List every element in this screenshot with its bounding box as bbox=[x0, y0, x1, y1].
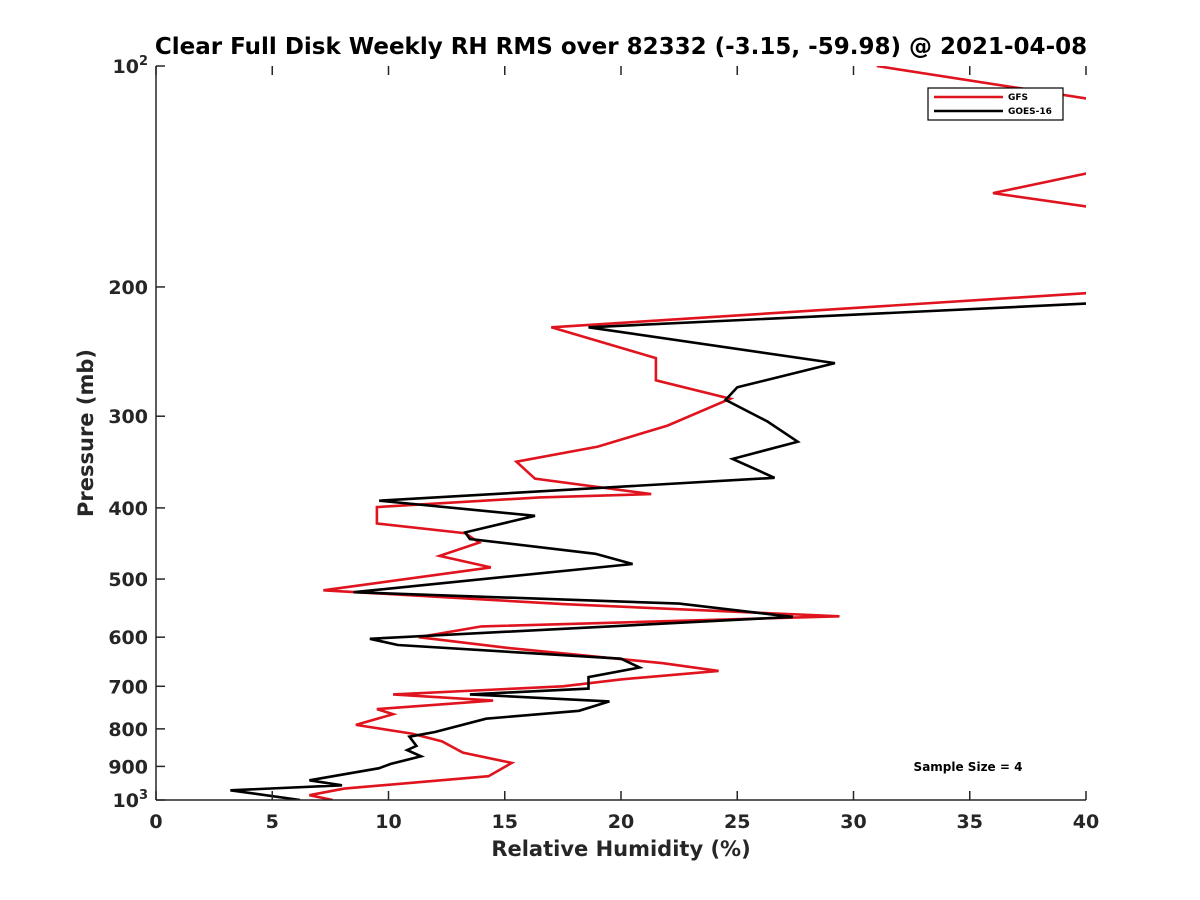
x-tick-label: 5 bbox=[266, 811, 279, 833]
sample-size-annotation: Sample Size = 4 bbox=[914, 760, 1023, 774]
x-ticks: 0 5 10 15 20 25 30 35 40 bbox=[149, 66, 1099, 833]
y-tick-label: 800 bbox=[108, 719, 148, 741]
y-tick-label: 300 bbox=[108, 406, 148, 428]
series-layer bbox=[230, 66, 1086, 800]
y-tick-label: 500 bbox=[108, 569, 148, 591]
legend-label-goes16: GOES-16 bbox=[1008, 107, 1052, 117]
y-ticks: 102 200 300 400 500 600 700 800 900 103 bbox=[108, 54, 165, 812]
x-tick-label: 0 bbox=[149, 811, 162, 833]
y-tick-label: 102 bbox=[113, 54, 149, 78]
y-axis-label: Pressure (mb) bbox=[74, 349, 98, 517]
series-line-gfs-2 bbox=[309, 291, 1086, 800]
x-tick-label: 30 bbox=[840, 811, 866, 833]
series-line-gfs-0 bbox=[876, 66, 1086, 100]
legend-box bbox=[927, 87, 1064, 121]
chart-title: Clear Full Disk Weekly RH RMS over 82332… bbox=[155, 34, 1087, 60]
x-tick-label: 10 bbox=[375, 811, 401, 833]
x-tick-label: 15 bbox=[492, 811, 518, 833]
legend: GFS GOES-16 bbox=[927, 87, 1064, 121]
x-tick-label: 35 bbox=[957, 811, 983, 833]
series-line-goes16-0 bbox=[230, 302, 1086, 800]
y-tick-label: 600 bbox=[108, 627, 148, 649]
x-axis-label: Relative Humidity (%) bbox=[491, 837, 750, 861]
legend-label-gfs: GFS bbox=[1008, 93, 1028, 103]
y-tick-label: 400 bbox=[108, 498, 148, 520]
x-tick-label: 40 bbox=[1073, 811, 1099, 833]
y-tick-label: 900 bbox=[108, 756, 148, 778]
x-tick-label: 20 bbox=[608, 811, 634, 833]
y-tick-label: 103 bbox=[113, 788, 149, 812]
y-tick-label: 700 bbox=[108, 676, 148, 698]
series-line-gfs-1 bbox=[992, 172, 1086, 208]
y-tick-label: 200 bbox=[108, 277, 148, 299]
axes bbox=[155, 66, 1086, 801]
x-tick-label: 25 bbox=[724, 811, 750, 833]
